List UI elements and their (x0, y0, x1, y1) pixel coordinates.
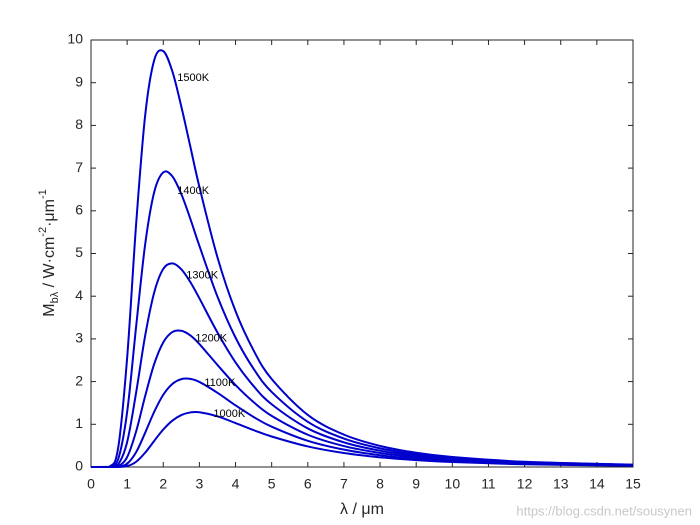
y-axis-label-part: bλ (49, 291, 61, 303)
x-tick-label: 7 (340, 476, 348, 492)
x-tick-label: 14 (589, 476, 605, 492)
x-axis-label: λ / μm (340, 501, 384, 518)
y-axis-label-part: ·μm (41, 199, 58, 227)
series-label: 1400K (177, 185, 209, 197)
x-tick-label: 12 (517, 476, 533, 492)
series-label: 1500K (177, 72, 209, 84)
x-tick-label: 2 (159, 476, 167, 492)
y-tick-label: 6 (75, 202, 83, 218)
x-tick-label: 8 (376, 476, 384, 492)
plot-box (90, 39, 634, 468)
y-tick-label: 7 (75, 159, 83, 175)
x-tick-label: 15 (625, 476, 641, 492)
series-line (90, 262, 634, 468)
x-tick-label: 4 (232, 476, 240, 492)
y-tick-label: 4 (75, 287, 83, 303)
series-label: 1000K (213, 408, 245, 420)
x-tick-label: 1 (123, 476, 131, 492)
x-tick-label: 9 (412, 476, 420, 492)
series-label: 1300K (186, 270, 218, 282)
x-tick-label: 5 (268, 476, 276, 492)
y-tick-label: 10 (67, 31, 83, 47)
series-line (90, 377, 634, 469)
x-tick-label: 13 (553, 476, 569, 492)
y-tick-label: 9 (75, 73, 83, 89)
series-line (90, 170, 634, 468)
series-label: 1200K (195, 332, 227, 344)
series-label: 1100K (204, 377, 236, 389)
y-axis-label-part: M (41, 303, 58, 316)
y-tick-label: 1 (75, 415, 83, 431)
series-line (90, 410, 634, 469)
y-axis-label: Mbλ / W·cm-2·μm-1 (37, 189, 61, 316)
x-tick-label: 0 (87, 476, 95, 492)
x-tick-label: 6 (304, 476, 312, 492)
y-tick-label: 3 (75, 330, 83, 346)
y-axis-label-part: -2 (37, 227, 49, 237)
series-line (90, 329, 634, 469)
y-axis-label-part: -1 (37, 189, 49, 199)
y-tick-label: 8 (75, 116, 83, 132)
y-tick-label: 0 (75, 458, 83, 474)
y-axis-label-part: / W·cm (41, 237, 58, 292)
x-tick-label: 3 (196, 476, 204, 492)
series-line (90, 49, 634, 468)
x-tick-label: 11 (481, 476, 496, 492)
y-tick-label: 2 (75, 372, 83, 388)
x-tick-label: 10 (445, 476, 461, 492)
watermark: https://blog.csdn.net/sousynen (516, 503, 692, 518)
y-tick-label: 5 (75, 244, 83, 260)
